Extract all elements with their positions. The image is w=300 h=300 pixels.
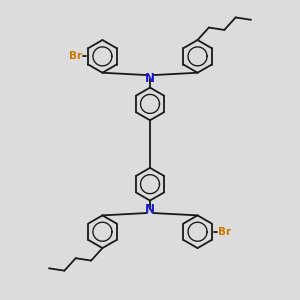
Text: Br: Br xyxy=(218,227,231,237)
Text: Br: Br xyxy=(69,51,82,62)
Text: N: N xyxy=(145,72,155,85)
Text: N: N xyxy=(145,203,155,216)
